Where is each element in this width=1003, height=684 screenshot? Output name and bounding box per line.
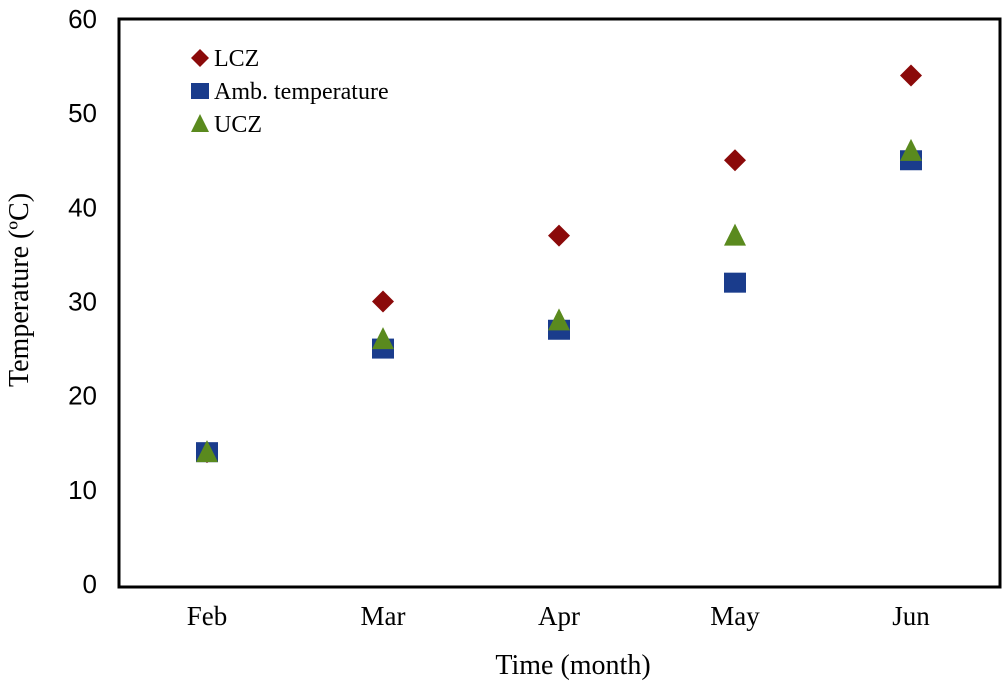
y-tick-label: 60 [68, 4, 97, 34]
legend-marker-icon [191, 114, 209, 132]
legend: LCZ Amb. temperature UCZ [191, 46, 389, 138]
y-axis-label: Temperature (ºC) [4, 193, 35, 387]
x-tick-label: Apr [538, 601, 580, 631]
legend-marker-icon [191, 83, 209, 99]
data-point-lcz [724, 149, 746, 172]
x-tick-label: May [710, 601, 760, 631]
y-tick-label: 50 [68, 98, 97, 128]
data-point-ucz [372, 327, 394, 350]
y-tick-label: 10 [68, 475, 97, 505]
x-axis-label: Time (month) [495, 650, 650, 681]
x-tick-label: Mar [361, 601, 406, 631]
data-point-lcz [548, 224, 570, 247]
data-point-ucz [196, 440, 218, 463]
legend-marker-icon [191, 49, 209, 67]
data-point-ucz [724, 223, 746, 246]
data-point-lcz [372, 290, 394, 313]
y-tick-label: 30 [68, 287, 97, 317]
x-tick-label: Jun [892, 601, 930, 631]
y-tick-label: 40 [68, 192, 97, 222]
data-point-ucz [900, 138, 922, 161]
data-point-amb-temperature [724, 272, 746, 293]
legend-label: Amb. temperature [214, 79, 389, 105]
data-point-ucz [548, 308, 570, 331]
y-tick-label: 20 [68, 381, 97, 411]
y-tick-label: 0 [83, 569, 97, 599]
legend-label: UCZ [214, 112, 262, 138]
x-tick-label: Feb [187, 601, 228, 631]
legend-label: LCZ [214, 46, 259, 72]
plot-area-frame [117, 17, 1002, 589]
data-point-lcz [900, 64, 922, 87]
